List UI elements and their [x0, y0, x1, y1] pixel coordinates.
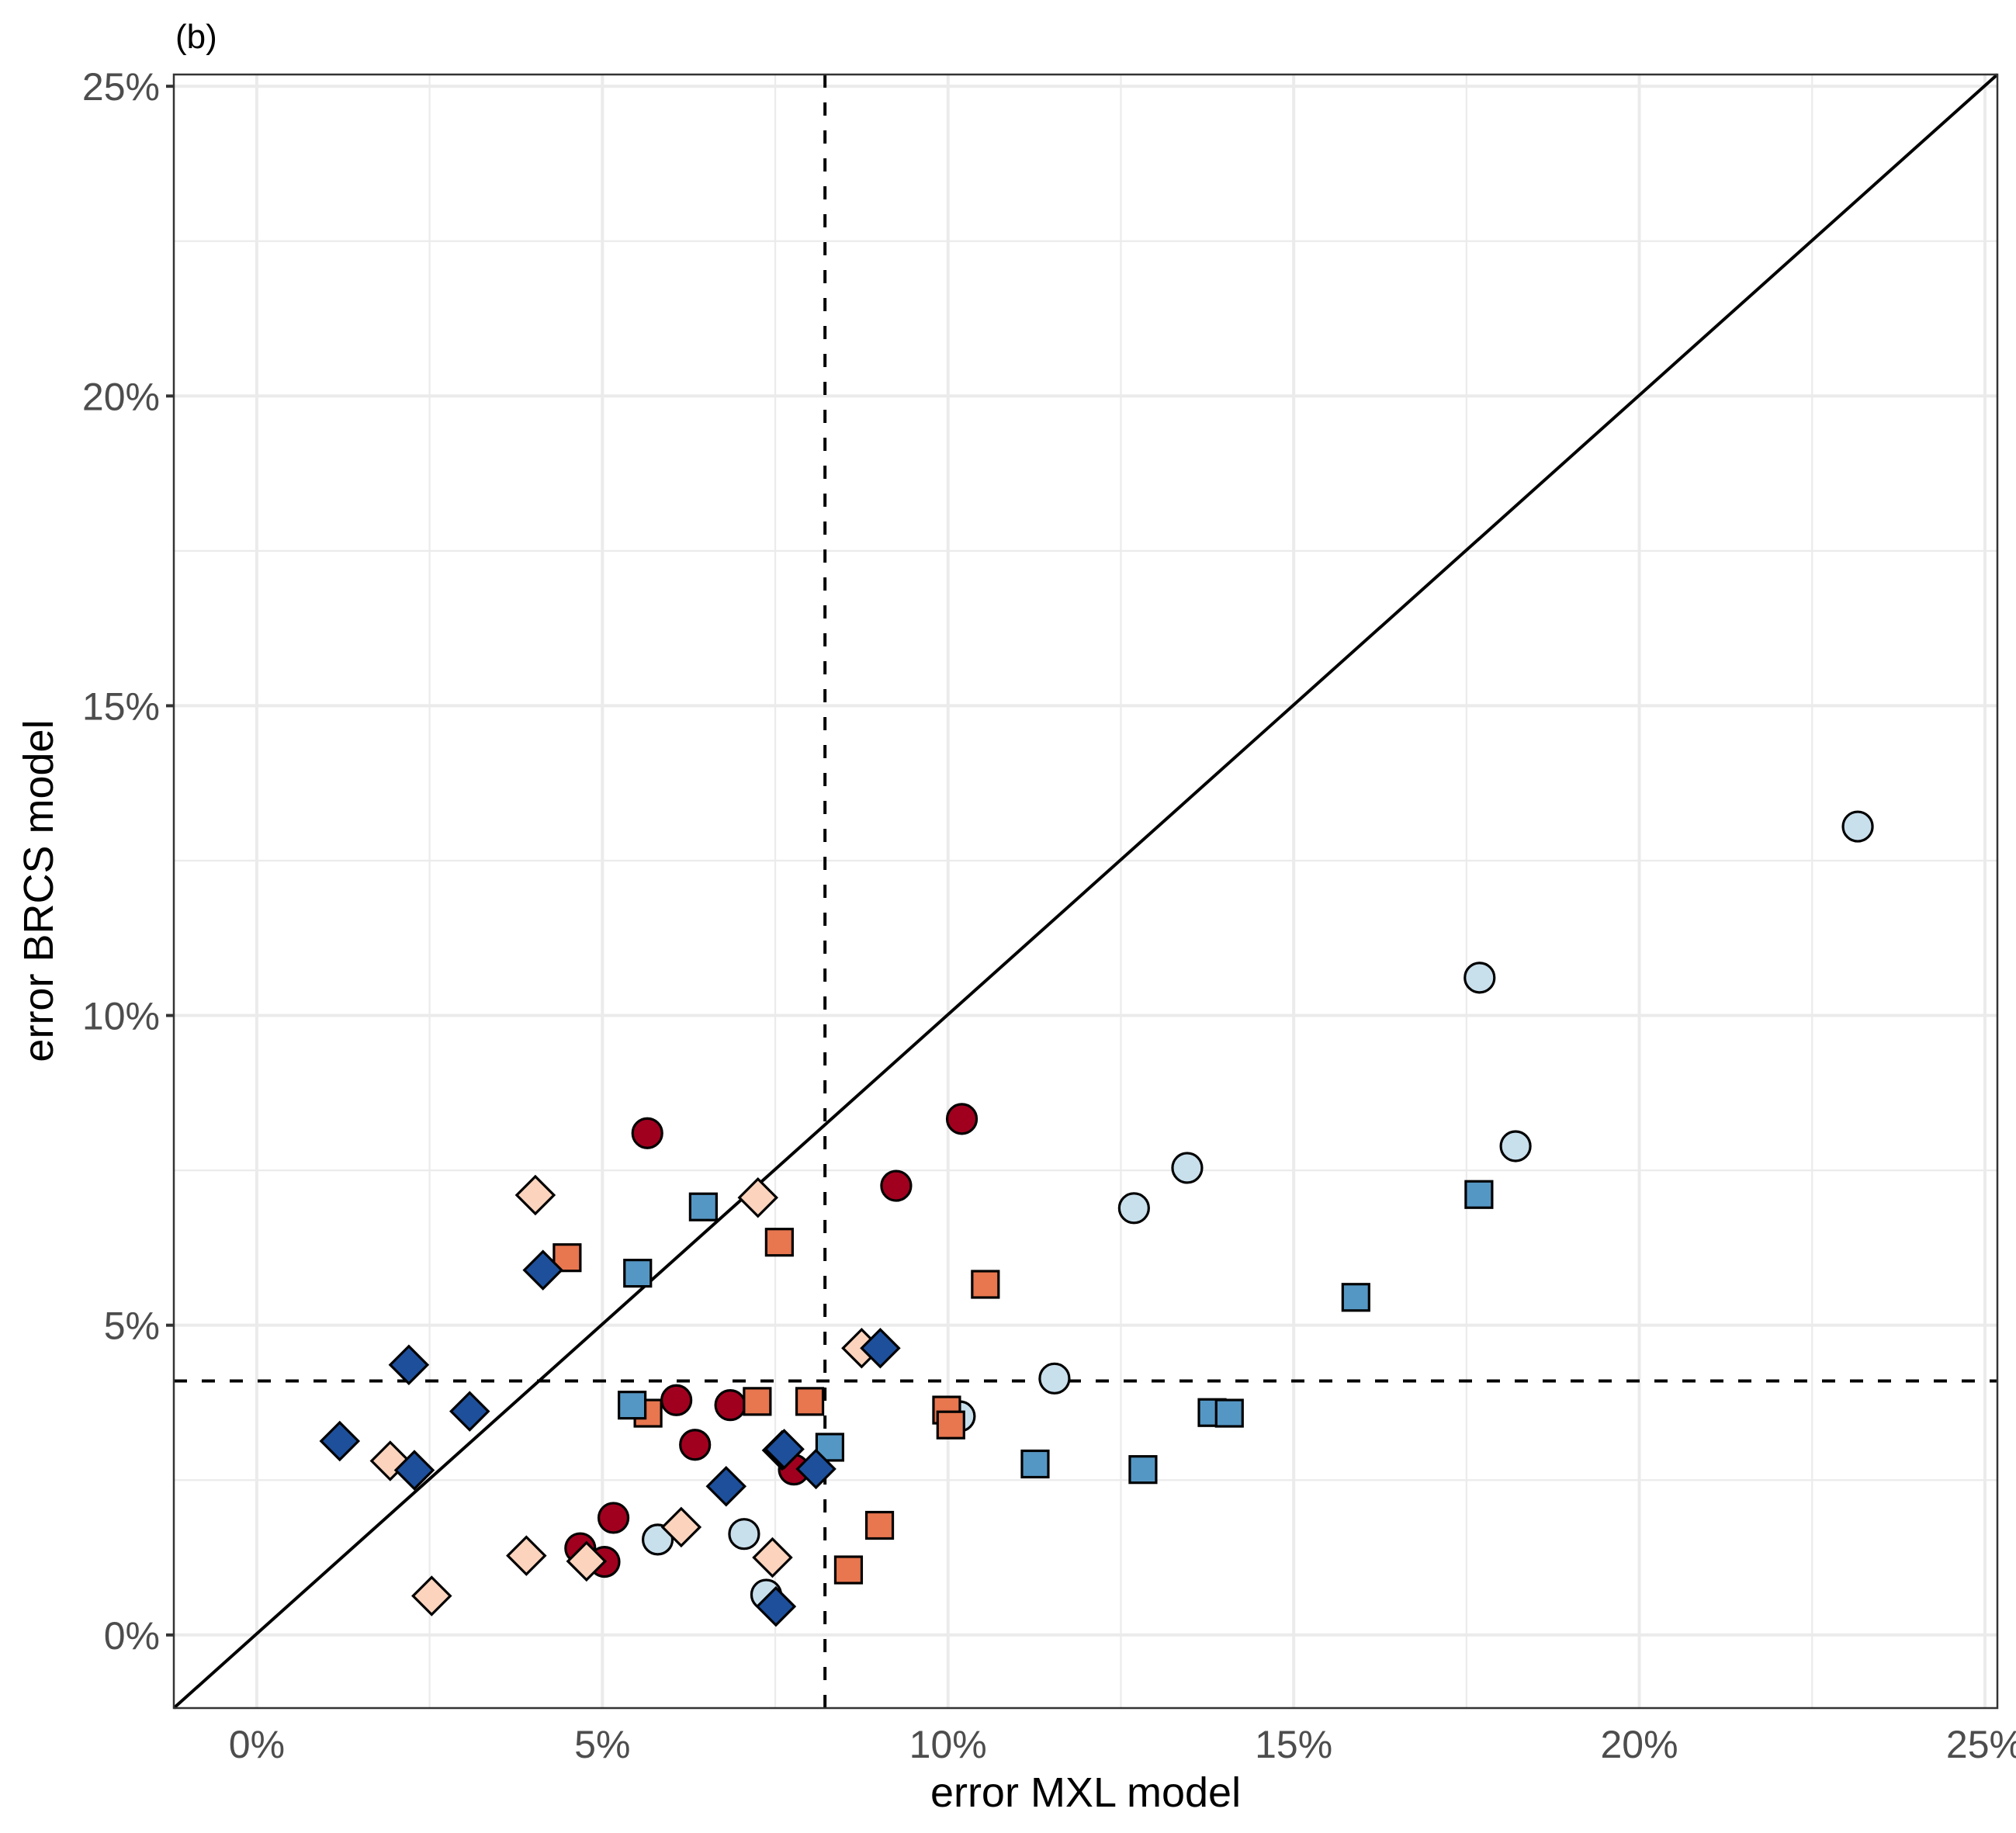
data-points — [319, 810, 1874, 1627]
data-point-circle — [631, 1117, 663, 1149]
y-tick-label: 5% — [104, 1305, 160, 1348]
series-blue-squares — [618, 1180, 1494, 1485]
data-point-circle — [679, 1429, 712, 1461]
data-point-square — [1341, 1283, 1370, 1312]
data-point-diamond — [764, 1429, 805, 1470]
data-point-square — [971, 1270, 1000, 1299]
x-tick-label: 0% — [229, 1723, 285, 1766]
data-point-square — [1128, 1455, 1158, 1485]
diagonal-line — [172, 73, 1999, 1710]
data-point-circle — [641, 1523, 674, 1556]
plot-panel — [172, 73, 1999, 1710]
data-point-circle — [1038, 1362, 1071, 1395]
data-point-diamond — [449, 1391, 490, 1432]
data-point-circle — [945, 1103, 979, 1135]
data-point-circle — [660, 1384, 693, 1416]
data-point-diamond — [388, 1344, 430, 1386]
data-point-square — [1464, 1180, 1494, 1209]
y-tick-label: 25% — [82, 65, 160, 109]
x-tick-label: 10% — [909, 1723, 987, 1766]
data-point-diamond — [566, 1540, 608, 1582]
x-tick-label: 5% — [574, 1723, 630, 1766]
x-axis-title: error MXL model — [930, 1769, 1241, 1816]
data-point-square — [1214, 1398, 1244, 1428]
data-point-diamond — [514, 1174, 556, 1216]
plot-border — [172, 73, 1999, 1710]
data-point-circle — [1841, 810, 1874, 843]
data-point-diamond — [522, 1249, 563, 1291]
data-point-square — [764, 1228, 794, 1257]
series-light-blue-circles — [641, 810, 1874, 1611]
y-tick-label: 0% — [104, 1614, 160, 1658]
panel-tag: (b) — [175, 18, 217, 56]
reference-lines — [172, 73, 1999, 1710]
data-point-diamond — [795, 1448, 837, 1490]
data-point-square — [743, 1387, 772, 1416]
y-tick-label: 10% — [82, 995, 160, 1038]
data-point-diamond — [755, 1585, 797, 1627]
data-point-square — [795, 1387, 825, 1416]
data-point-diamond — [752, 1537, 793, 1578]
data-point-square — [864, 1510, 895, 1540]
y-tick-label: 15% — [82, 684, 160, 728]
data-point-circle — [880, 1169, 913, 1202]
y-tick-label: 20% — [82, 375, 160, 418]
x-tick-label: 20% — [1601, 1723, 1678, 1766]
data-point-square — [833, 1555, 864, 1585]
x-tick-label: 15% — [1255, 1723, 1332, 1766]
data-point-circle — [1464, 962, 1496, 994]
data-point-circle — [597, 1502, 630, 1534]
data-point-circle — [728, 1518, 760, 1551]
data-point-diamond — [737, 1176, 779, 1218]
data-point-circle — [714, 1389, 746, 1422]
data-point-circle — [1117, 1192, 1150, 1225]
data-point-square — [1020, 1449, 1050, 1479]
data-point-diamond — [506, 1535, 547, 1576]
data-point-diamond — [411, 1575, 452, 1616]
data-point-diamond — [860, 1327, 901, 1369]
data-point-circle — [1499, 1130, 1532, 1163]
series-dark-blue-diamonds — [319, 1249, 901, 1627]
series-peach-diamonds — [369, 1174, 882, 1616]
data-point-diamond — [369, 1440, 411, 1481]
x-axis: 0% 5% 10% 15% 20% 25% — [229, 1723, 2016, 1766]
x-tick-label: 25% — [1946, 1723, 2016, 1766]
data-point-diamond — [660, 1506, 702, 1548]
data-point-diamond — [319, 1420, 361, 1462]
y-axis-title: error BRCS model — [16, 719, 62, 1062]
y-axis: 0% 5% 10% 15% 20% 25% — [82, 65, 174, 1658]
data-point-square — [936, 1410, 965, 1440]
data-point-square — [618, 1391, 647, 1420]
gridlines — [174, 74, 1997, 1708]
data-point-square — [623, 1259, 653, 1288]
data-point-diamond — [705, 1465, 747, 1507]
data-point-diamond — [393, 1450, 435, 1491]
data-point-circle — [1171, 1152, 1204, 1184]
data-point-square — [688, 1192, 718, 1221]
